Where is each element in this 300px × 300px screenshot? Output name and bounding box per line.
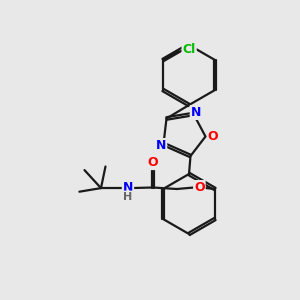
- Text: N: N: [191, 106, 201, 119]
- Text: H: H: [123, 191, 133, 202]
- Text: O: O: [148, 156, 158, 169]
- Text: O: O: [194, 181, 205, 194]
- Text: N: N: [156, 139, 166, 152]
- Text: Cl: Cl: [182, 43, 196, 56]
- Text: N: N: [123, 181, 133, 194]
- Text: O: O: [208, 130, 218, 143]
